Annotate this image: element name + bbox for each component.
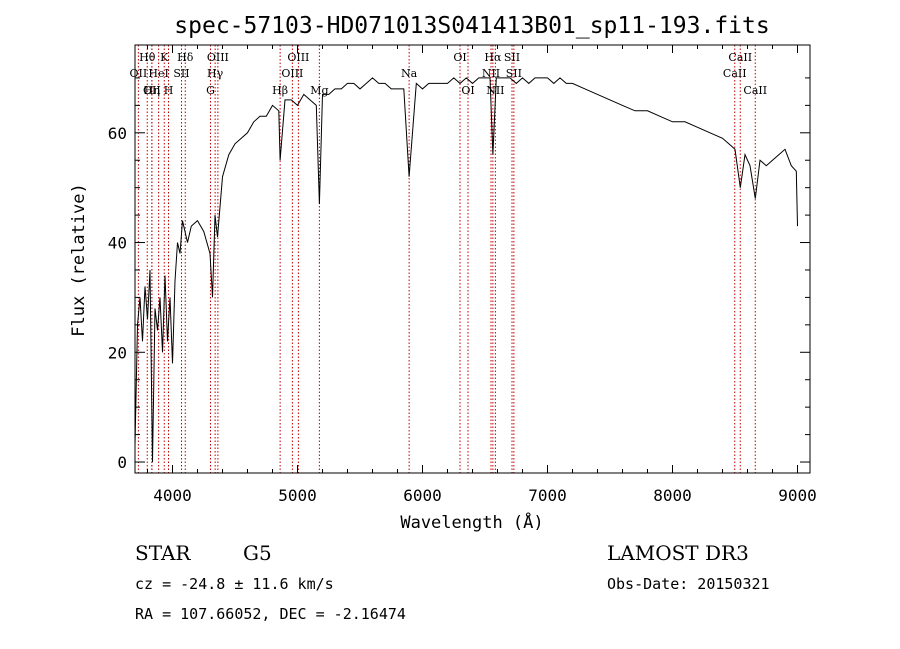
plot-frame bbox=[134, 44, 811, 474]
redshift-text: cz = -24.8 ± 11.6 km/s bbox=[135, 575, 334, 593]
survey-name: LAMOST DR3 bbox=[607, 541, 749, 565]
line-label-10: Hγ bbox=[207, 67, 224, 80]
obs-date-text: Obs-Date: 20150321 bbox=[607, 575, 770, 593]
line-label-4: HeI bbox=[148, 67, 168, 80]
line-label-0: OII bbox=[130, 67, 148, 80]
object-subclass: G5 bbox=[243, 541, 272, 565]
line-label-7: SII bbox=[173, 67, 189, 80]
line-label-19: NII bbox=[482, 67, 500, 80]
line-label-15: Mg bbox=[310, 84, 328, 97]
spectrum-series-line bbox=[134, 77, 798, 463]
y-tick-label-1: 20 bbox=[108, 343, 127, 362]
x-tick-label-1: 5000 bbox=[278, 486, 317, 505]
line-label-2: OII bbox=[143, 84, 161, 97]
y-tick-label-2: 40 bbox=[108, 234, 127, 253]
line-label-23: SII bbox=[506, 67, 522, 80]
spectral-line-labels: OIIHθOIIHηHeIKHSIIHδGHγOIIIHβOIIIOIIIMgN… bbox=[130, 51, 768, 97]
line-label-13: OIII bbox=[281, 67, 303, 80]
y-axis-ticks: 0 20 40 60 bbox=[108, 77, 810, 472]
line-label-14: OIII bbox=[287, 51, 309, 64]
x-tick-label-5: 9000 bbox=[778, 486, 817, 505]
chart-title: spec-57103-HD071013S041413B01_sp11-193.f… bbox=[174, 13, 769, 39]
line-label-3: Hη bbox=[144, 84, 160, 97]
x-tick-label-4: 8000 bbox=[653, 486, 692, 505]
line-label-8: Hδ bbox=[177, 51, 194, 64]
line-label-12: Hβ bbox=[272, 84, 288, 97]
line-label-1: Hθ bbox=[139, 51, 156, 64]
x-tick-label-0: 4000 bbox=[153, 486, 192, 505]
x-axis-label: Wavelength (Å) bbox=[400, 511, 543, 533]
line-label-25: CaII bbox=[728, 51, 752, 64]
y-tick-label-0: 0 bbox=[117, 453, 127, 472]
radec-text: RA = 107.66052, DEC = -2.16474 bbox=[135, 605, 406, 623]
line-label-11: OIII bbox=[207, 51, 229, 64]
line-label-16: Na bbox=[401, 67, 418, 80]
line-label-18: OI bbox=[461, 84, 474, 97]
line-label-22: SII bbox=[504, 51, 520, 64]
y-axis-label: Flux (relative) bbox=[69, 183, 89, 337]
x-tick-label-2: 6000 bbox=[403, 486, 442, 505]
spectral-line-markers bbox=[137, 45, 756, 473]
x-axis-ticks: 4000 5000 6000 7000 8000 9000 bbox=[147, 45, 817, 505]
line-label-26: CaII bbox=[743, 84, 767, 97]
line-label-5: K bbox=[160, 51, 169, 64]
line-label-24: CaII bbox=[723, 67, 747, 80]
line-label-20: Hα bbox=[484, 51, 502, 64]
line-label-6: H bbox=[164, 84, 174, 97]
line-label-9: G bbox=[206, 84, 215, 97]
y-tick-label-3: 60 bbox=[108, 124, 127, 143]
object-class: STAR bbox=[135, 541, 191, 565]
line-label-17: OI bbox=[453, 51, 466, 64]
x-tick-label-3: 7000 bbox=[528, 486, 567, 505]
